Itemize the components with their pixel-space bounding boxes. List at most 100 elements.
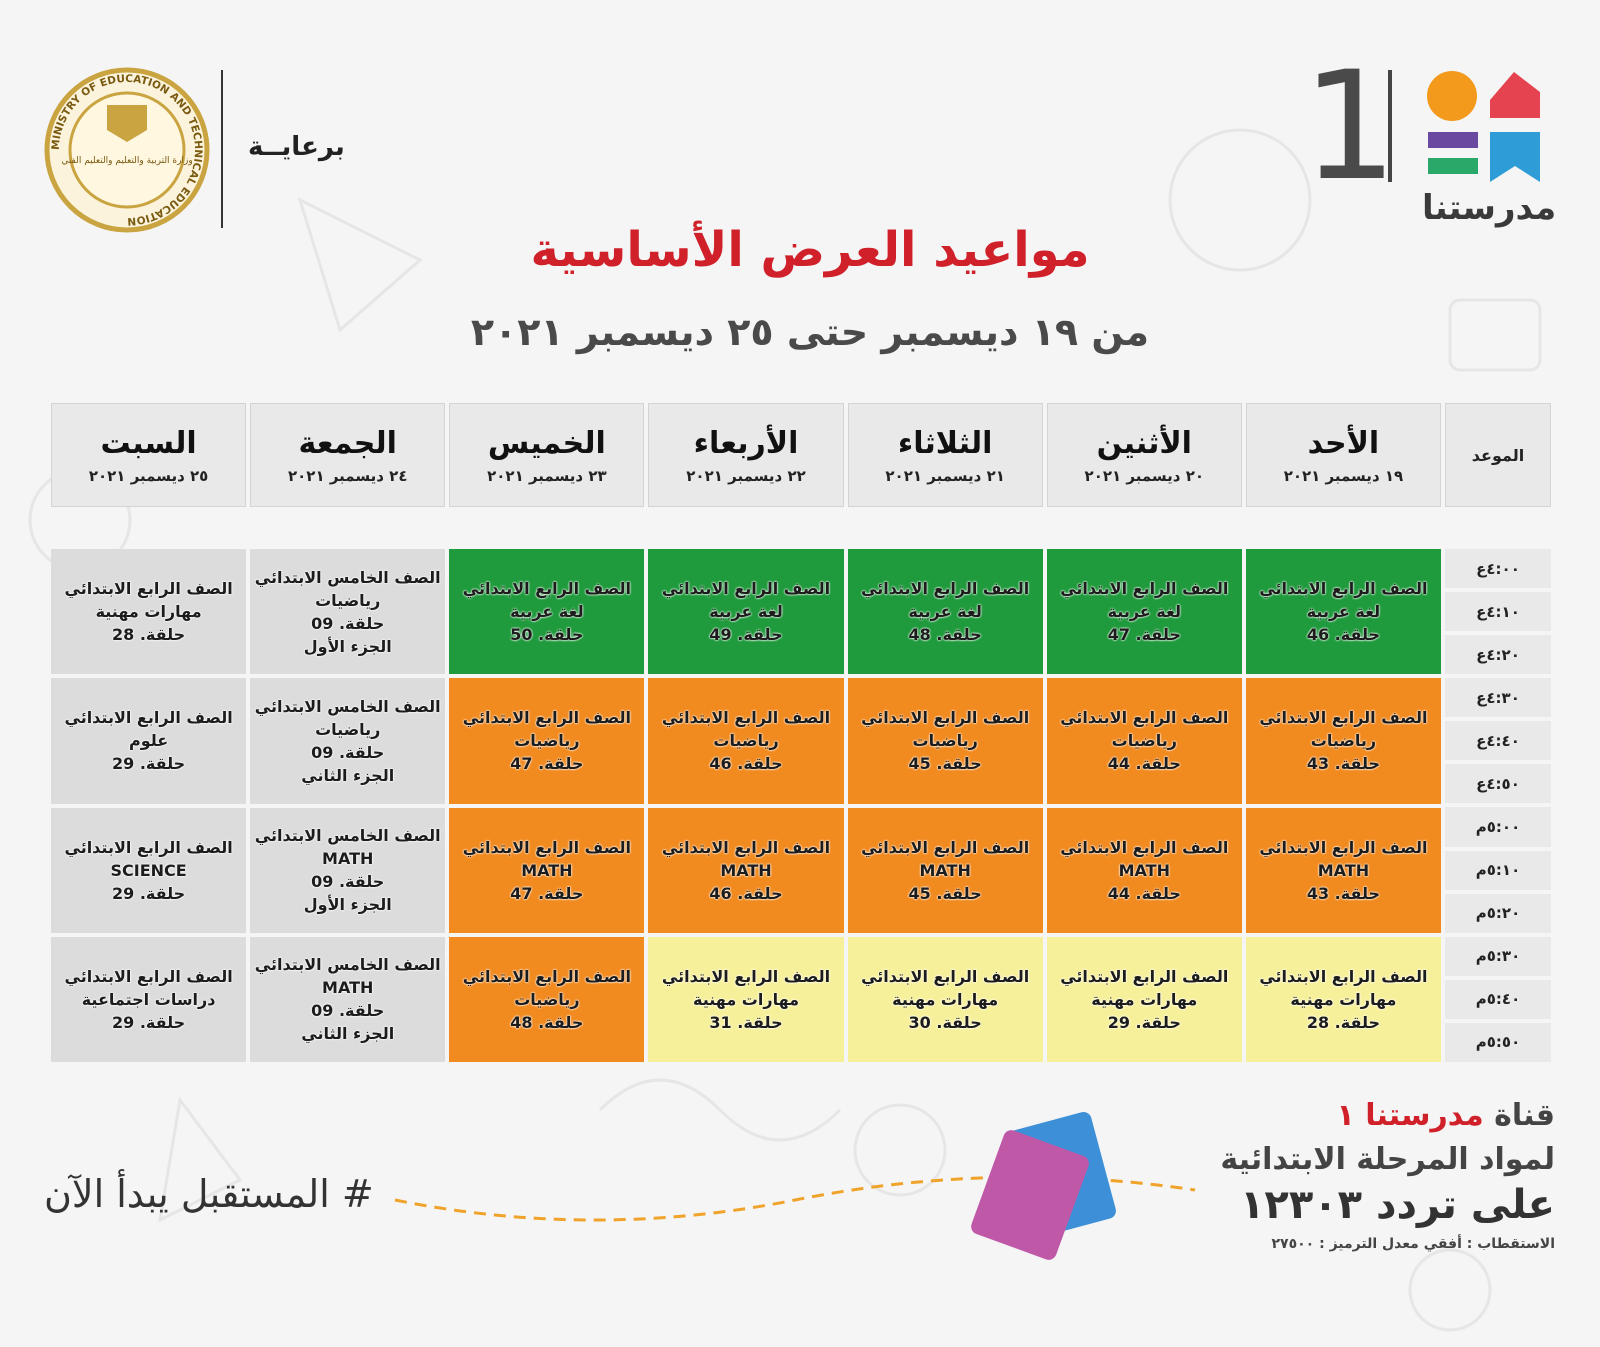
- cell-line: الصف الخامس الابتدائي: [254, 826, 441, 846]
- schedule-cell: الصف الرابع الابتدائي علوم حلقة. 29: [51, 678, 247, 804]
- cell-line: حلقة. 45: [908, 754, 982, 774]
- cell-line: الصف الرابع الابتدائي: [462, 579, 631, 599]
- cell-line: حلقة. 45: [908, 883, 982, 903]
- day-date: ٢٣ ديسمبر ٢٠٢١: [487, 466, 607, 485]
- cell-line: لغة عربية: [1306, 602, 1381, 622]
- table-body: ٤:٠٠ع ٤:١٠ع ٤:٢٠ع ٤:٣٠ع ٤:٤٠ع ٤:٥٠ع ٥:٠٠م ٥:١٠م…: [51, 549, 1551, 1062]
- cell-line: حلقة. 44: [1107, 754, 1181, 774]
- cell-line: الصف الرابع الابتدائي: [64, 579, 233, 599]
- cell-line: الصف الرابع الابتدائي: [1060, 966, 1229, 986]
- cell-line: رياضيات: [514, 989, 580, 1009]
- day-date: ٢٤ ديسمبر ٢٠٢١: [287, 466, 408, 485]
- cell-line: الصف الرابع الابتدائي: [64, 966, 233, 986]
- cell-line: الصف الرابع الابتدائي: [462, 708, 631, 728]
- cell-line: رياضيات: [713, 731, 779, 751]
- cell-line: رياضيات: [315, 590, 381, 610]
- cell-line: الصف الرابع الابتدائي: [462, 966, 631, 986]
- schedule-cell: الصف الرابع الابتدائي لغة عربية حلقة. 46: [1245, 549, 1441, 675]
- schedule-cell: الصف الرابع الابتدائي لغة عربية حلقة. 50: [449, 549, 645, 675]
- title: مواعيد العرض الأساسية: [530, 222, 1090, 278]
- schedule-cell: الصف الرابع الابتدائي لغة عربية حلقة. 48: [847, 549, 1043, 675]
- cell-line: الصف الرابع الابتدائي: [1060, 579, 1229, 599]
- day-name: السبت: [100, 425, 197, 461]
- schedule-cell: الصف الرابع الابتدائي لغة عربية حلقة. 49: [648, 549, 844, 675]
- cell-line: حلقة. 49: [709, 625, 783, 645]
- cell-line: مهارات مهنية: [692, 989, 800, 1009]
- cell-line: حلقة. 43: [1306, 883, 1381, 903]
- cell-line: حلقة. 29: [111, 883, 186, 903]
- cell-line: حلقة. 46: [709, 754, 783, 774]
- cell-line: مهارات مهنية: [892, 989, 999, 1009]
- cell-line: رياضيات: [912, 731, 978, 751]
- day-name: الجمعة: [298, 425, 397, 461]
- cell-line: الجزء الثاني: [301, 1024, 395, 1044]
- schedule-cell: الصف الرابع الابتدائي لغة عربية حلقة. 47: [1046, 549, 1242, 675]
- cell-line: رياضيات: [514, 731, 580, 751]
- schedule-cell: الصف الرابع الابتدائي دراسات اجتماعية حلقة…: [51, 936, 247, 1062]
- schedule-cell: الصف الرابع الابتدائي رياضيات حلقة. 46: [648, 678, 844, 804]
- cell-line: حلقة. 09: [311, 872, 385, 892]
- day-date: ٢٠ ديسمبر ٢٠٢١: [1084, 466, 1205, 485]
- day-header: الثلاثاء ٢١ ديسمبر ٢٠٢١: [847, 403, 1043, 507]
- schedule-cell: الصف الرابع الابتدائي رياضيات حلقة. 45: [847, 678, 1043, 804]
- sponsor: برعايــة: [248, 132, 345, 162]
- cell-line: الصف الرابع الابتدائي: [861, 708, 1030, 728]
- day-date: ١٩ ديسمبر ٢٠٢١: [1283, 466, 1404, 485]
- schedule-cell: الصف الخامس الابتدائي MATH حلقة. 09 الجزء ا…: [250, 807, 446, 933]
- seal-english: MINISTRY OF EDUCATION AND TECHNICAL EDUC…: [50, 73, 204, 227]
- cell-line: MATH: [521, 860, 573, 880]
- day-name: الأحد: [1307, 425, 1380, 461]
- time-slot: ٤:١٠ع: [1445, 592, 1551, 632]
- day-name: الخميس: [487, 425, 606, 461]
- schedule-cell: الصف الرابع الابتدائي رياضيات حلقة. 47: [449, 678, 645, 804]
- cell-line: الصف الرابع الابتدائي: [1259, 579, 1428, 599]
- books-illustration: [394, 1112, 1196, 1260]
- schedule-cell: الصف الرابع الابتدائي MATH حلقة. 44: [1046, 807, 1242, 933]
- cell-line: الصف الخامس الابتدائي: [254, 696, 441, 716]
- time-slot: ٥:١٠م: [1445, 850, 1551, 890]
- cell-line: لغة عربية: [1107, 602, 1182, 622]
- schedule-cell: الصف الرابع الابتدائي مهارات مهنية حلقة. 2…: [1245, 936, 1441, 1062]
- day-name: الأثنين: [1096, 425, 1192, 461]
- cell-line: علوم: [128, 731, 169, 751]
- cell-line: MATH: [1118, 860, 1170, 880]
- time-slot: ٤:٠٠ع: [1445, 549, 1551, 589]
- cell-line: MATH: [720, 860, 772, 880]
- cell-line: حلقة. 44: [1107, 883, 1181, 903]
- cell-line: مهارات مهنية: [1091, 989, 1198, 1009]
- seal-text: MINISTRY OF EDUCATION AND TECHNICAL EDUC…: [50, 73, 204, 227]
- schedule-cell: الصف الرابع الابتدائي MATH حلقة. 47: [449, 807, 645, 933]
- time-slot: ٥:٤٠م: [1445, 979, 1551, 1019]
- cell-line: MATH: [322, 849, 374, 869]
- day-name: الثلاثاء: [897, 425, 993, 461]
- channel: قناة مدرستنا ١: [1336, 1098, 1555, 1133]
- cell-line: حلقة. 09: [311, 1001, 385, 1021]
- schedule-cell: الصف الخامس الابتدائي رياضيات حلقة. 09 الجز…: [250, 549, 446, 675]
- cell-line: الصف الرابع الابتدائي: [1259, 837, 1428, 857]
- schedule-cell: الصف الرابع الابتدائي مهارات مهنية حلقة. 2…: [1046, 936, 1242, 1062]
- time-header: الموعد: [1471, 445, 1525, 465]
- cell-line: SCIENCE: [110, 860, 187, 880]
- subtitle: من ١٩ ديسمبر حتى ٢٥ ديسمبر ٢٠٢١: [470, 310, 1150, 354]
- day-date: ٢٥ ديسمبر ٢٠٢١: [88, 466, 209, 485]
- schedule-cell: الصف الرابع الابتدائي MATH حلقة. 45: [847, 807, 1043, 933]
- cell-line: رياضيات: [315, 719, 381, 739]
- cell-line: الصف الرابع الابتدائي: [861, 837, 1030, 857]
- cell-line: حلقة. 29: [111, 754, 186, 774]
- seal-arabic: وزارة التربية والتعليم والتعليم الفني: [61, 156, 192, 166]
- logo-number: 1: [1302, 40, 1398, 214]
- day-header: الجمعة ٢٤ ديسمبر ٢٠٢١: [250, 403, 446, 507]
- day-header: الأثنين ٢٠ ديسمبر ٢٠٢١: [1046, 403, 1242, 507]
- cell-line: MATH: [1317, 860, 1370, 880]
- cell-line: الصف الرابع الابتدائي: [661, 708, 831, 728]
- cell-line: حلقة. 50: [510, 625, 584, 645]
- cell-line: لغة عربية: [510, 602, 584, 622]
- logo-name: مدرستنا: [1422, 188, 1557, 228]
- cell-line: حلقة. 43: [1306, 754, 1381, 774]
- cell-line: الصف الرابع الابتدائي: [1060, 837, 1229, 857]
- schedule-cell: الصف الرابع الابتدائي رياضيات حلقة. 43: [1245, 678, 1441, 804]
- cell-line: حلقة. 48: [908, 625, 982, 645]
- cell-line: الصف الرابع الابتدائي: [1259, 708, 1428, 728]
- cell-line: الصف الرابع الابتدائي: [861, 966, 1030, 986]
